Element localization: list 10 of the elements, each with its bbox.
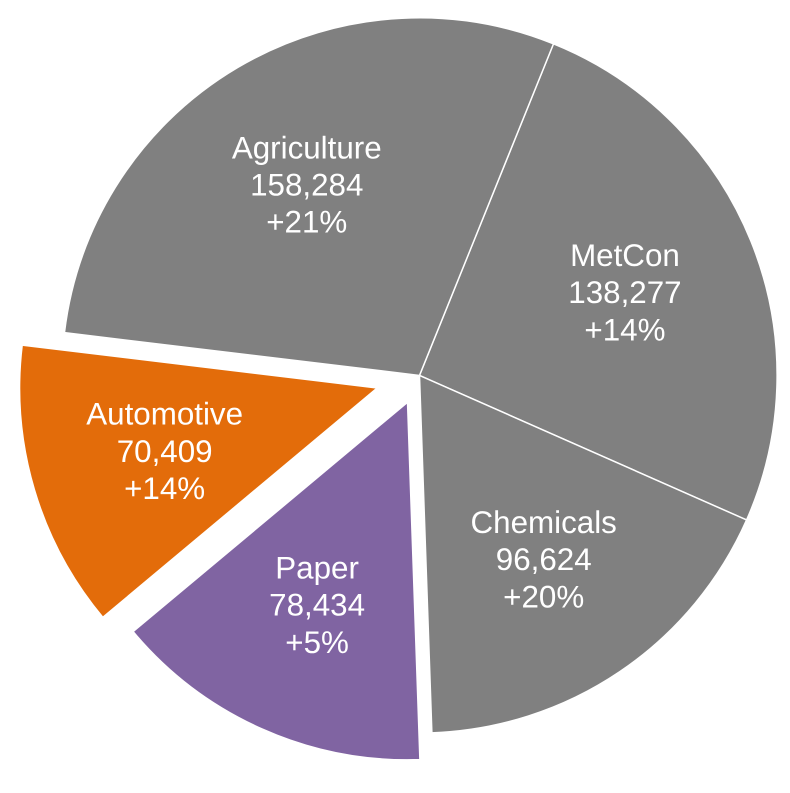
slice-label: MetCon [570, 238, 680, 273]
data-label: 70,409 +14% [116, 434, 213, 506]
slice-label: Paper [275, 550, 359, 586]
data-label: 78,434 +5% [269, 588, 366, 660]
slice-label: Agriculture [232, 130, 382, 166]
data-label: 96,624 +20% [496, 542, 592, 614]
slice-label: Chemicals [470, 504, 617, 540]
data-label: 158,284 +21% [250, 167, 364, 240]
slice-label: Automotive [86, 396, 244, 432]
data-label: 138,277 +14% [568, 275, 682, 348]
